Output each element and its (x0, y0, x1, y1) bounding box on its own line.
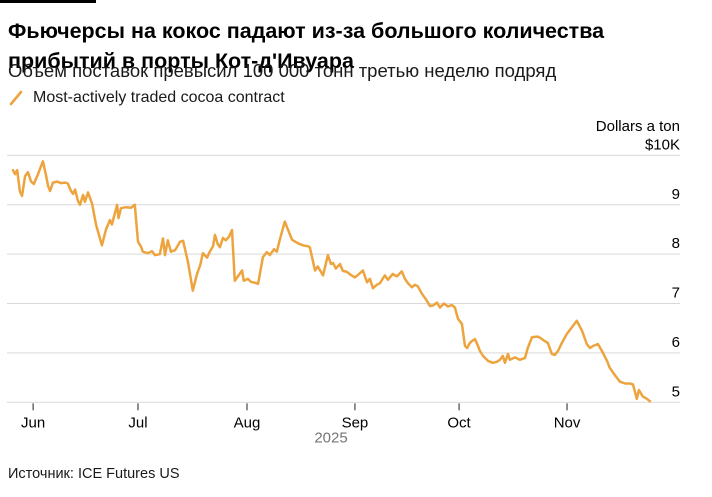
y-tick-label: 9 (672, 186, 680, 203)
y-tick-label: $10K (645, 136, 680, 153)
y-tick-label: 7 (672, 285, 680, 302)
chart-legend: Most-actively traded cocoa contract (9, 89, 285, 107)
price-chart: Dollars a ton$10K 9 8 7 6 5 Jun Jul Aug Sep Oct Nov… (7, 118, 680, 446)
y-tick-label: 5 (672, 383, 680, 400)
legend-label: Most-actively traded cocoa contract (33, 89, 285, 106)
x-tick-label: Oct (447, 414, 471, 431)
source-note: Источник: ICE Futures US (8, 466, 180, 482)
y-tick-label: 8 (672, 235, 680, 252)
x-tick-label: Sep (342, 414, 369, 431)
x-tick-label: Jul (128, 414, 147, 431)
top-accent-bar (0, 0, 96, 3)
chart-subtitle: Объем поставок превысил 100 000 тонн тре… (8, 60, 557, 81)
x-tick-label: Nov (554, 414, 581, 431)
x-tick-label: Jun (21, 414, 45, 431)
x-axis-year-label: 2025 (314, 429, 347, 446)
y-tick-label: 6 (672, 334, 680, 351)
price-line (11, 160, 652, 403)
x-tick-label: Aug (234, 414, 261, 431)
chart-area: Dollars a ton $10K 9 8 7 6 5 Jun Jul Aug Sep Oct Nov… (0, 110, 712, 460)
page-title: Фьючерсы на кокос падают из-за большого … (8, 19, 605, 74)
y-axis-unit-label: Dollars a ton (596, 118, 680, 135)
legend-slash-icon (9, 90, 23, 106)
